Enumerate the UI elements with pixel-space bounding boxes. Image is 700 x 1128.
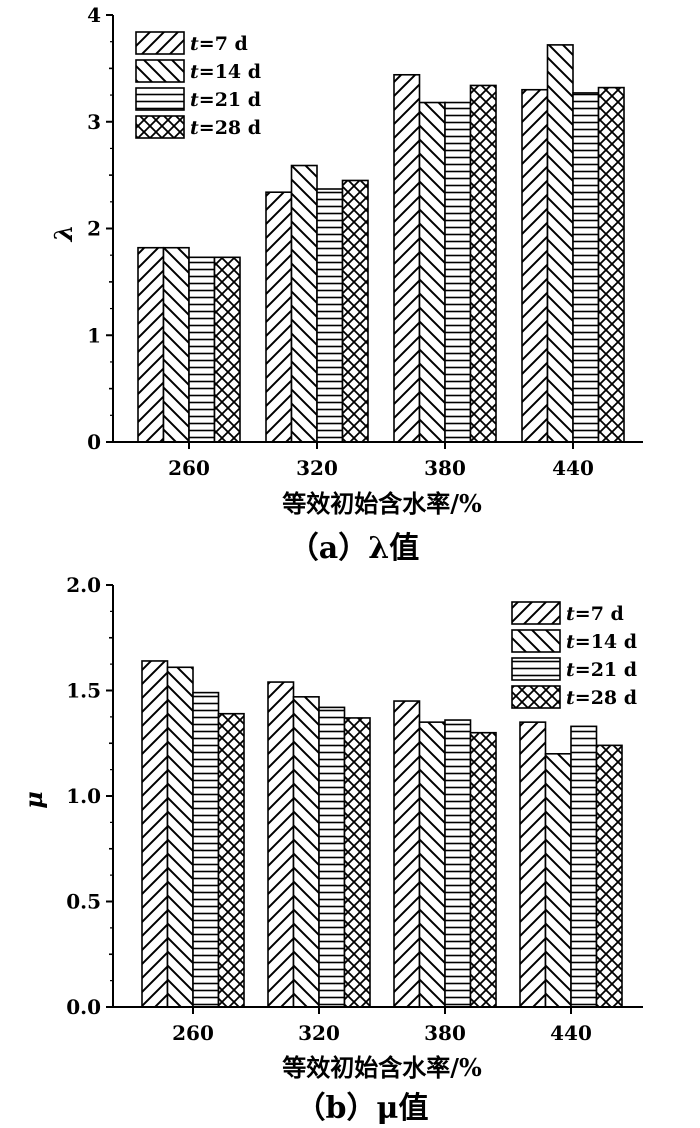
- bar-380-series-3: [444, 101, 472, 443]
- bar-260-series-4: [217, 712, 245, 1008]
- bar-260-series-3: [188, 256, 216, 443]
- bar-260-series-2: [166, 666, 194, 1008]
- bar-380-series-2: [418, 101, 446, 443]
- bar-320-series-3: [318, 706, 346, 1008]
- legend-swatch-2: [135, 59, 185, 83]
- chart-a-y-axis-title: λ: [49, 225, 78, 243]
- bar-380-series-2: [418, 721, 446, 1008]
- bar-320-series-3: [316, 188, 344, 443]
- bar-380-series-1: [393, 700, 421, 1008]
- x-tick-label: 320: [296, 456, 338, 480]
- legend-label-1: t=7 d: [190, 33, 248, 55]
- bar-260-series-1: [137, 246, 165, 443]
- legend-label-2: t=14 d: [566, 631, 637, 653]
- y-tick-label: 0.0: [66, 995, 101, 1019]
- bar-260-series-4: [213, 256, 241, 443]
- legend-swatch-1: [511, 601, 561, 625]
- bar-320-series-1: [265, 191, 293, 443]
- chart-b-y-axis-title: μ: [19, 791, 48, 809]
- legend-label-3: t=21 d: [190, 89, 261, 111]
- bar-260-series-1: [141, 660, 169, 1008]
- bar-260-series-3: [192, 691, 220, 1008]
- chart-a-bars: [137, 44, 625, 443]
- legend-label-4: t=28 d: [190, 117, 261, 139]
- y-tick-label: 2.0: [66, 573, 101, 597]
- y-tick-label: 1.0: [66, 784, 101, 808]
- x-tick-label: 320: [298, 1021, 340, 1045]
- y-tick-label: 2: [87, 217, 101, 241]
- legend-swatch-2: [511, 629, 561, 653]
- bar-320-series-2: [292, 696, 320, 1008]
- x-tick-label: 260: [168, 456, 210, 480]
- y-tick-label: 1: [87, 323, 101, 347]
- y-tick-label: 3: [87, 110, 101, 134]
- chart-b-caption: （b）μ值: [296, 1091, 429, 1126]
- bar-260-series-2: [162, 246, 190, 443]
- legend-swatch-4: [135, 115, 185, 139]
- bar-440-series-3: [572, 92, 600, 443]
- x-tick-label: 260: [172, 1021, 214, 1045]
- chart-a: 0 1 2 3 4 260 320 380 440 t=7 d t=14 d t=21 d t=28 …: [49, 3, 643, 566]
- bar-440-series-3: [570, 725, 598, 1008]
- chart-a-x-axis-title: 等效初始含水率/%: [282, 489, 482, 518]
- bar-440-series-1: [521, 88, 549, 443]
- chart-b-bars: [141, 660, 623, 1008]
- legend-swatch-3: [135, 87, 185, 111]
- bar-320-series-4: [341, 179, 369, 443]
- chart-b-axes: 0.0 0.5 1.0 1.5 2.0 260 320 380 440: [66, 573, 643, 1045]
- x-tick-label: 380: [424, 1021, 466, 1045]
- x-tick-label: 380: [424, 456, 466, 480]
- legend-swatch-3: [511, 657, 561, 681]
- bar-380-series-4: [469, 84, 497, 443]
- chart-b-x-axis-title: 等效初始含水率/%: [282, 1053, 482, 1082]
- chart-a-legend: t=7 d t=14 d t=21 d t=28 d: [135, 31, 261, 139]
- chart-a-axes: 0 1 2 3 4 260 320 380 440: [87, 3, 643, 480]
- legend-label-1: t=7 d: [566, 603, 624, 625]
- bar-440-series-2: [546, 44, 574, 443]
- y-tick-label: 1.5: [66, 679, 101, 703]
- chart-a-caption: （a）λ值: [289, 531, 419, 566]
- bar-320-series-1: [267, 681, 295, 1008]
- y-tick-label: 0.5: [66, 890, 101, 914]
- bar-440-series-1: [519, 721, 547, 1008]
- y-tick-label: 0: [87, 430, 101, 454]
- y-tick-label: 4: [87, 3, 101, 27]
- bar-440-series-2: [544, 752, 572, 1008]
- chart-b-legend: t=7 d t=14 d t=21 d t=28 d: [511, 601, 637, 709]
- bar-380-series-3: [444, 719, 472, 1008]
- bar-440-series-4: [597, 86, 625, 443]
- legend-label-2: t=14 d: [190, 61, 261, 83]
- x-tick-label: 440: [552, 456, 594, 480]
- bar-320-series-4: [343, 717, 371, 1008]
- bar-320-series-2: [290, 164, 318, 443]
- legend-label-4: t=28 d: [566, 687, 637, 709]
- bar-380-series-1: [393, 73, 421, 443]
- bar-380-series-4: [469, 731, 497, 1008]
- bar-440-series-4: [595, 744, 623, 1008]
- x-tick-label: 440: [550, 1021, 592, 1045]
- legend-label-3: t=21 d: [566, 659, 637, 681]
- legend-swatch-1: [135, 31, 185, 55]
- legend-swatch-4: [511, 685, 561, 709]
